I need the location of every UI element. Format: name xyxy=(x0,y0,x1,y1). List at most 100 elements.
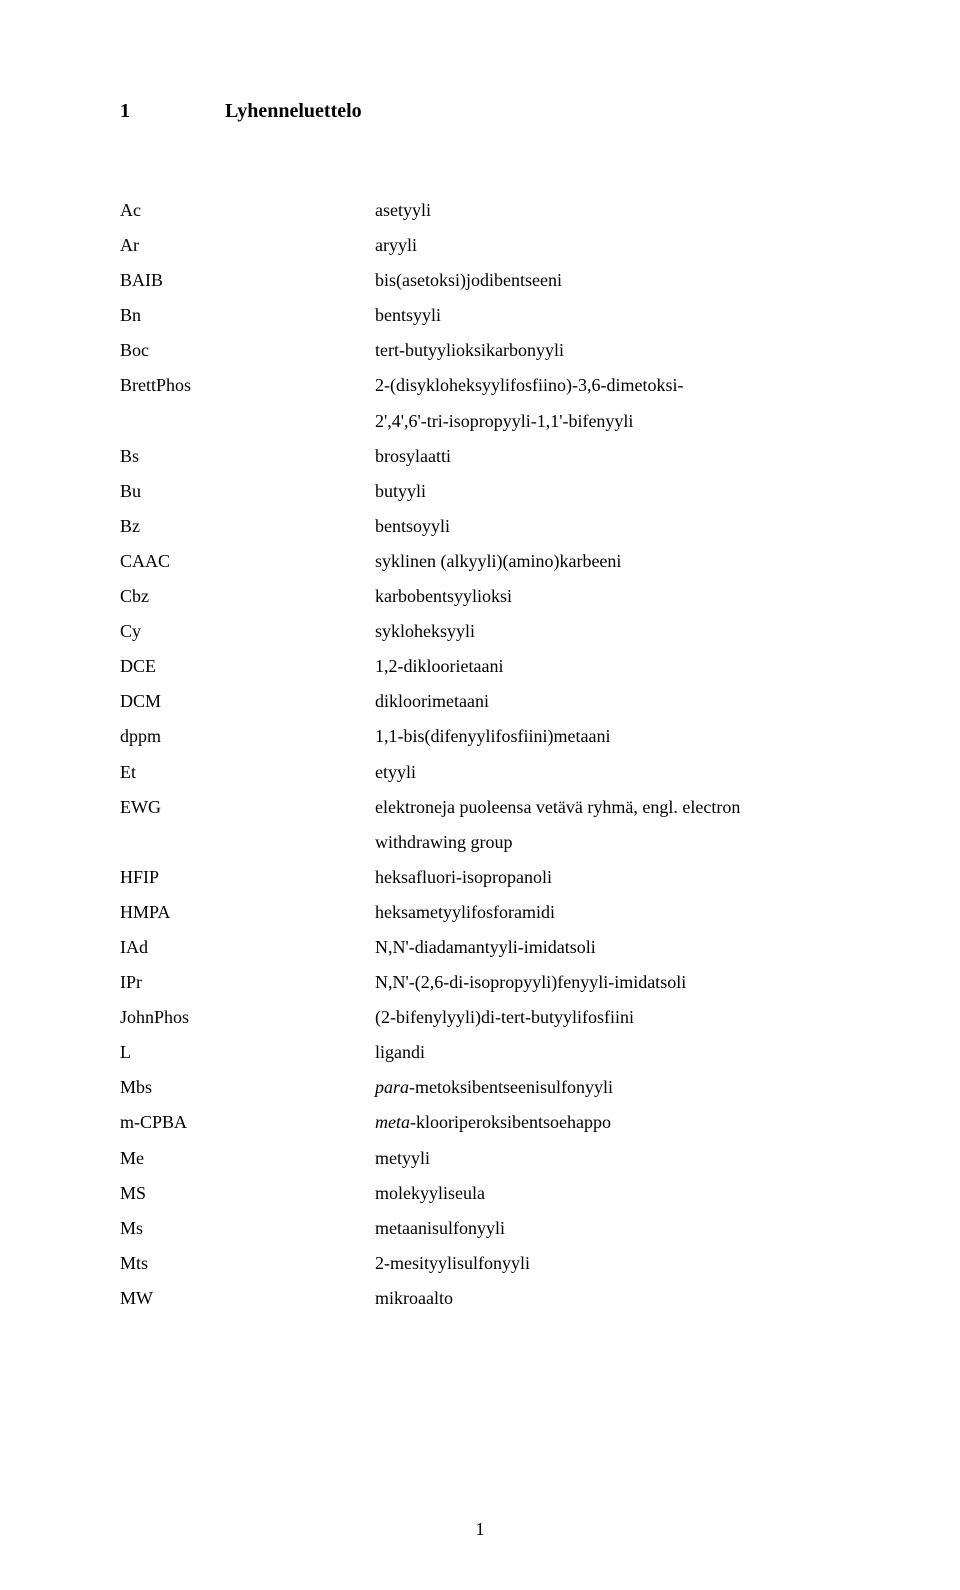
abbrev-term: Mts xyxy=(120,1246,375,1281)
abbrev-row: Memetyyli xyxy=(120,1141,840,1176)
abbrev-term: MW xyxy=(120,1281,375,1316)
abbrev-row: 2',4',6'-tri-isopropyyli-1,1'-bifenyyli xyxy=(120,404,840,439)
abbrev-definition: mikroaalto xyxy=(375,1281,840,1316)
abbrev-definition: meta-klooriperoksibentsoehappo xyxy=(375,1105,840,1140)
abbrev-row: DCE1,2-dikloorietaani xyxy=(120,649,840,684)
abbrev-definition: brosylaatti xyxy=(375,439,840,474)
abbrev-definition: ligandi xyxy=(375,1035,840,1070)
abbrev-row: Boctert-butyylioksikarbonyyli xyxy=(120,333,840,368)
abbrev-definition: dikloorimetaani xyxy=(375,684,840,719)
abbrev-row: Cysykloheksyyli xyxy=(120,614,840,649)
heading-number: 1 xyxy=(120,100,225,123)
abbrev-row: Bzbentsoyyli xyxy=(120,509,840,544)
abbrev-term: Bn xyxy=(120,298,375,333)
abbrev-term: Bs xyxy=(120,439,375,474)
abbrev-term: Me xyxy=(120,1141,375,1176)
abbrev-row: Acasetyyli xyxy=(120,193,840,228)
abbrev-row: HMPAheksametyylifosforamidi xyxy=(120,895,840,930)
abbrev-row: IAdN,N'-diadamantyyli-imidatsoli xyxy=(120,930,840,965)
abbrev-definition: asetyyli xyxy=(375,193,840,228)
abbrev-definition: 1,1-bis(difenyylifosfiini)metaani xyxy=(375,719,840,754)
abbrev-definition: bis(asetoksi)jodibentseeni xyxy=(375,263,840,298)
abbrev-row: MSmolekyyliseula xyxy=(120,1176,840,1211)
abbrev-definition: 2-mesityylisulfonyyli xyxy=(375,1246,840,1281)
abbrev-row: EWGelektroneja puoleensa vetävä ryhmä, e… xyxy=(120,790,840,825)
abbrev-term: Bz xyxy=(120,509,375,544)
abbrev-term: dppm xyxy=(120,719,375,754)
abbrev-term: BAIB xyxy=(120,263,375,298)
abbrev-term: IAd xyxy=(120,930,375,965)
abbrev-definition: aryyli xyxy=(375,228,840,263)
abbrev-row: DCMdikloorimetaani xyxy=(120,684,840,719)
abbrev-definition: heksafluori-isopropanoli xyxy=(375,860,840,895)
abbrev-definition: withdrawing group xyxy=(375,825,840,860)
abbrev-definition: elektroneja puoleensa vetävä ryhmä, engl… xyxy=(375,790,840,825)
abbrev-term: MS xyxy=(120,1176,375,1211)
abbrev-row: JohnPhos(2-bifenylyyli)di-tert-butyylifo… xyxy=(120,1000,840,1035)
abbrev-row: MWmikroaalto xyxy=(120,1281,840,1316)
abbrev-term: CAAC xyxy=(120,544,375,579)
abbrev-row: Mts2-mesityylisulfonyyli xyxy=(120,1246,840,1281)
abbrev-term: Ms xyxy=(120,1211,375,1246)
abbrev-row: Mbspara-metoksibentseenisulfonyyli xyxy=(120,1070,840,1105)
heading-title: Lyhenneluettelo xyxy=(225,100,362,123)
abbrev-row: dppm1,1-bis(difenyylifosfiini)metaani xyxy=(120,719,840,754)
abbrev-definition: metyyli xyxy=(375,1141,840,1176)
abbrev-term: Boc xyxy=(120,333,375,368)
abbrev-term: Cy xyxy=(120,614,375,649)
abbrev-term xyxy=(120,825,375,860)
abbrev-row: Bubutyyli xyxy=(120,474,840,509)
abbrev-definition: (2-bifenylyyli)di-tert-butyylifosfiini xyxy=(375,1000,840,1035)
abbrev-definition: N,N'-(2,6-di-isopropyyli)fenyyli-imidats… xyxy=(375,965,840,1000)
abbrev-term: Et xyxy=(120,755,375,790)
abbrev-term: Cbz xyxy=(120,579,375,614)
abbrev-definition: butyyli xyxy=(375,474,840,509)
abbrev-definition: metaanisulfonyyli xyxy=(375,1211,840,1246)
abbrev-row: Cbzkarbobentsyylioksi xyxy=(120,579,840,614)
abbrev-definition: karbobentsyylioksi xyxy=(375,579,840,614)
abbrev-row: HFIPheksafluori-isopropanoli xyxy=(120,860,840,895)
abbrev-definition: 2-(disykloheksyylifosfiino)-3,6-dimetoks… xyxy=(375,368,840,403)
abbrev-definition: etyyli xyxy=(375,755,840,790)
abbrev-definition: para-metoksibentseenisulfonyyli xyxy=(375,1070,840,1105)
abbrev-row: BAIBbis(asetoksi)jodibentseeni xyxy=(120,263,840,298)
page-number: 1 xyxy=(0,1519,960,1540)
abbrev-row: m-CPBAmeta-klooriperoksibentsoehappo xyxy=(120,1105,840,1140)
abbrev-definition: N,N'-diadamantyyli-imidatsoli xyxy=(375,930,840,965)
abbrev-row: Msmetaanisulfonyyli xyxy=(120,1211,840,1246)
abbrev-term: BrettPhos xyxy=(120,368,375,403)
abbrev-definition: syklinen (alkyyli)(amino)karbeeni xyxy=(375,544,840,579)
abbrev-definition: tert-butyylioksikarbonyyli xyxy=(375,333,840,368)
abbrev-definition: bentsyyli xyxy=(375,298,840,333)
abbrev-term: Ac xyxy=(120,193,375,228)
abbrev-term: EWG xyxy=(120,790,375,825)
abbrev-row: Bnbentsyyli xyxy=(120,298,840,333)
abbrev-term: L xyxy=(120,1035,375,1070)
abbrev-row: IPrN,N'-(2,6-di-isopropyyli)fenyyli-imid… xyxy=(120,965,840,1000)
abbrev-term: IPr xyxy=(120,965,375,1000)
abbrev-term xyxy=(120,404,375,439)
section-heading: 1 Lyhenneluettelo xyxy=(120,100,840,123)
abbrev-definition: molekyyliseula xyxy=(375,1176,840,1211)
abbrev-term: Ar xyxy=(120,228,375,263)
abbrev-term: DCE xyxy=(120,649,375,684)
abbrev-row: Araryyli xyxy=(120,228,840,263)
abbrev-row: Bsbrosylaatti xyxy=(120,439,840,474)
abbrev-definition: 2',4',6'-tri-isopropyyli-1,1'-bifenyyli xyxy=(375,404,840,439)
abbrev-definition: bentsoyyli xyxy=(375,509,840,544)
abbrev-term: m-CPBA xyxy=(120,1105,375,1140)
abbrev-definition: sykloheksyyli xyxy=(375,614,840,649)
abbrev-definition: 1,2-dikloorietaani xyxy=(375,649,840,684)
abbrev-term: HFIP xyxy=(120,860,375,895)
abbrev-term: DCM xyxy=(120,684,375,719)
abbrev-term: HMPA xyxy=(120,895,375,930)
abbrev-term: JohnPhos xyxy=(120,1000,375,1035)
abbrev-term: Bu xyxy=(120,474,375,509)
abbrev-row: CAACsyklinen (alkyyli)(amino)karbeeni xyxy=(120,544,840,579)
abbrev-row: withdrawing group xyxy=(120,825,840,860)
abbreviation-list: AcasetyyliAraryyliBAIBbis(asetoksi)jodib… xyxy=(120,193,840,1316)
abbrev-row: BrettPhos2-(disykloheksyylifosfiino)-3,6… xyxy=(120,368,840,403)
abbrev-row: Etetyyli xyxy=(120,755,840,790)
abbrev-definition: heksametyylifosforamidi xyxy=(375,895,840,930)
abbrev-row: Lligandi xyxy=(120,1035,840,1070)
